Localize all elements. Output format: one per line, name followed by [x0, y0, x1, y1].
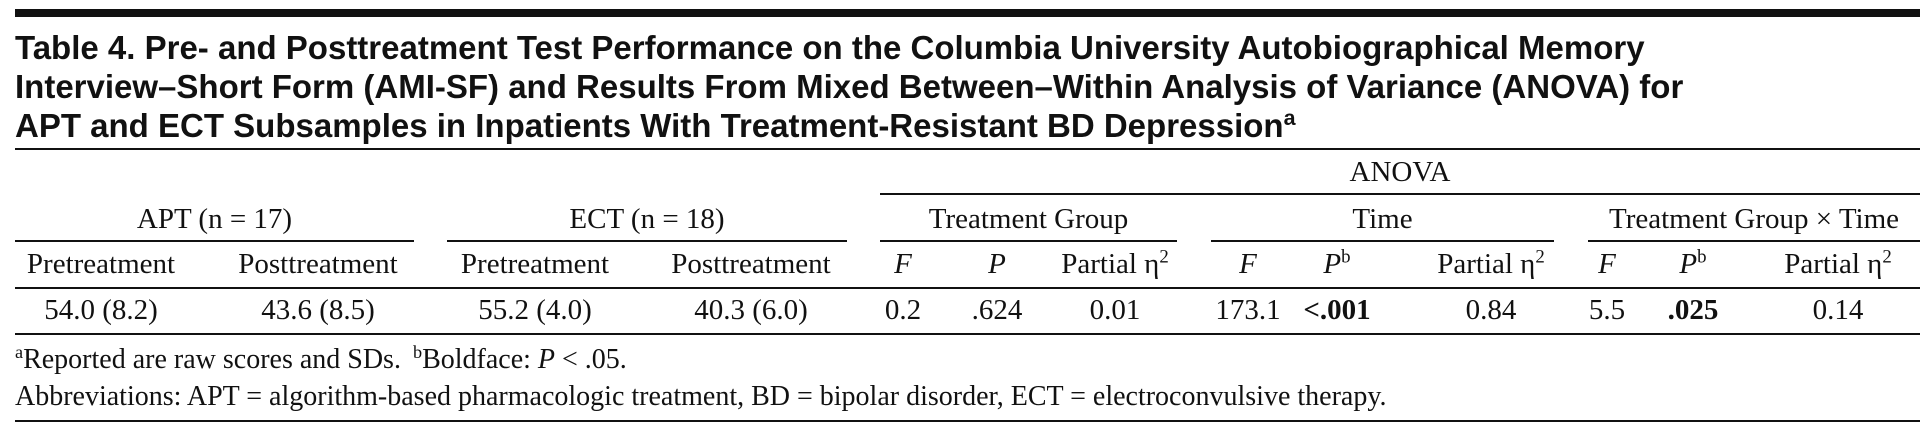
cell: 0.84: [1465, 294, 1517, 326]
column-text: Pretreatment: [460, 248, 610, 280]
column-sup: 2: [1159, 246, 1169, 268]
title-text: Interview–Short Form (AMI-SF) and Result…: [15, 68, 1684, 105]
column-header: Pb: [1323, 247, 1350, 281]
cell: <.001: [1303, 294, 1371, 326]
footnote: Abbreviations: APT = algorithm-based pha…: [15, 380, 1387, 414]
footnote-text: P: [537, 344, 556, 375]
title-text: APT and ECT Subsamples in Inpatients Wit…: [15, 107, 1284, 144]
group-header: APT (n = 17): [136, 203, 293, 235]
column-text: Partial η: [1061, 248, 1160, 280]
cell: 43.6 (8.5): [261, 294, 375, 326]
group-rule: [1588, 240, 1920, 242]
column-text: Pretreatment: [26, 248, 176, 280]
group-rule: [880, 240, 1177, 242]
column-header: P: [988, 247, 1006, 281]
cell: 54.0 (8.2): [44, 294, 158, 326]
cell: 40.3 (6.0): [694, 294, 808, 326]
column-header: Pretreatment: [461, 247, 609, 281]
title-line: Interview–Short Form (AMI-SF) and Result…: [15, 67, 1683, 107]
top-bar: [15, 9, 1920, 17]
cell: 55.2 (4.0): [478, 294, 592, 326]
column-header: F: [1598, 247, 1616, 281]
cell: .624: [971, 294, 1023, 326]
column-text: P: [1679, 248, 1698, 280]
column-header: Partial η2: [1437, 247, 1545, 281]
column-header: F: [894, 247, 912, 281]
title-text: Table 4. Pre- and Posttreatment Test Per…: [15, 29, 1645, 66]
cell: 0.01: [1089, 294, 1141, 326]
group-rule: [15, 240, 414, 242]
column-text: F: [1598, 248, 1616, 280]
title-note: a: [1283, 106, 1296, 131]
footnote-mark: b: [412, 342, 423, 362]
column-header: Pb: [1679, 247, 1706, 281]
column-text: Posttreatment: [238, 248, 398, 280]
column-sup: 2: [1882, 246, 1892, 268]
group-header: ECT (n = 18): [569, 203, 725, 235]
column-text: P: [1323, 248, 1342, 280]
column-text: Posttreatment: [671, 248, 831, 280]
footnote: aReported are raw scores and SDs. bBoldfa…: [15, 343, 627, 377]
column-sup: 2: [1535, 246, 1545, 268]
column-sup: b: [1697, 246, 1707, 268]
title-line: Table 4. Pre- and Posttreatment Test Per…: [15, 28, 1645, 68]
footnote-mark: a: [15, 342, 24, 362]
cell: 5.5: [1588, 294, 1626, 326]
column-text: F: [1239, 248, 1257, 280]
group-header: Treatment Group × Time: [1609, 203, 1899, 235]
footnote-text: Reported are raw scores and SDs.: [23, 344, 401, 375]
footnote-text: Abbreviations: APT = algorithm-based pha…: [15, 381, 1387, 412]
bottom-rule: [15, 420, 1920, 422]
cell: 0.14: [1812, 294, 1864, 326]
column-header: Posttreatment: [238, 247, 397, 281]
column-text: Partial η: [1784, 248, 1883, 280]
cell: 173.1: [1215, 294, 1281, 326]
group-rule: [1211, 240, 1554, 242]
title-rule: [15, 148, 1920, 150]
column-header: Pretreatment: [27, 247, 175, 281]
body-rule: [15, 333, 1920, 335]
footnote-text: Boldface:: [422, 344, 538, 375]
column-text: F: [894, 248, 912, 280]
column-header: F: [1239, 247, 1257, 281]
cell: .025: [1667, 294, 1719, 326]
column-header: Partial η2: [1784, 247, 1892, 281]
spanner: ANOVA: [1349, 156, 1451, 188]
group-header: Time: [1352, 203, 1413, 235]
title-line: APT and ECT Subsamples in Inpatients Wit…: [15, 106, 1296, 146]
spanner-rule: [880, 193, 1920, 195]
column-text: Partial η: [1437, 248, 1536, 280]
cell: 0.2: [884, 294, 922, 326]
column-sup: b: [1341, 246, 1351, 268]
footnote-text: < .05.: [555, 344, 627, 375]
column-header: Posttreatment: [671, 247, 830, 281]
header-rule: [15, 287, 1920, 289]
column-header: Partial η2: [1061, 247, 1169, 281]
group-rule: [447, 240, 847, 242]
group-header: Treatment Group: [928, 203, 1129, 235]
column-text: P: [988, 248, 1006, 280]
